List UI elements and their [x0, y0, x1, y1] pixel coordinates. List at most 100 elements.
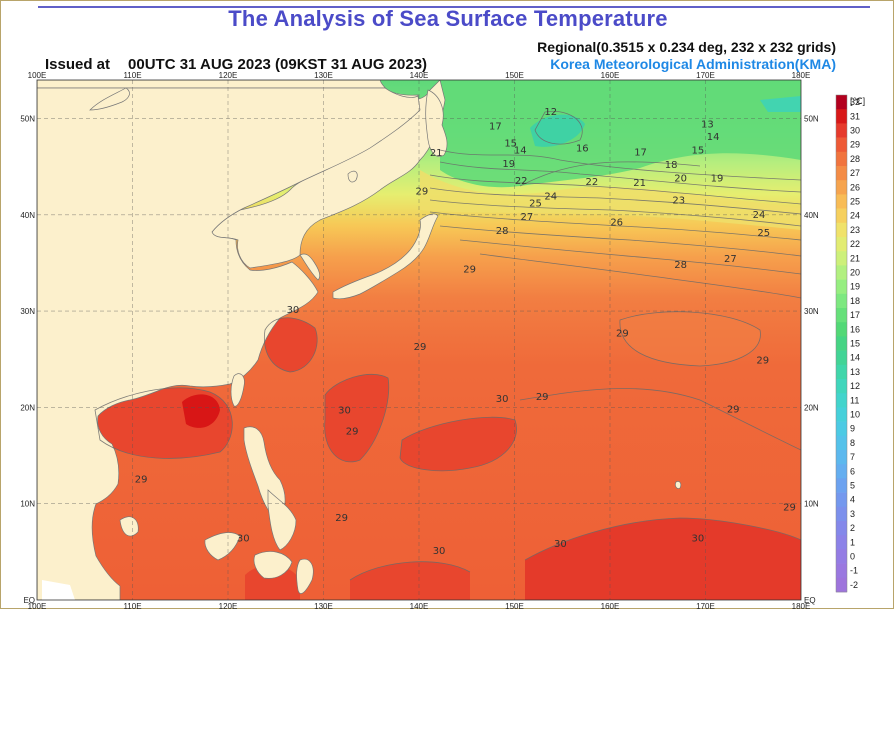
lat-label-left: 30N	[20, 307, 35, 316]
contour-label: 17	[489, 121, 502, 132]
legend-label: 13	[850, 367, 860, 377]
legend-swatch	[836, 435, 847, 451]
contour-label: 30	[433, 546, 446, 557]
cold-patch-east	[760, 96, 801, 112]
contour-label: 19	[502, 159, 515, 170]
legend-swatch	[836, 208, 847, 224]
legend-swatch	[836, 464, 847, 479]
legend-label: 18	[850, 296, 860, 306]
contour-label: 29	[783, 503, 796, 514]
lon-label-top: 160E	[601, 71, 620, 80]
contour-label: 27	[521, 212, 534, 223]
legend-swatch	[836, 308, 847, 323]
lon-label-bottom: 110E	[123, 602, 141, 609]
legend-swatch	[836, 251, 847, 266]
contour-label: 29	[756, 355, 769, 366]
legend-swatch	[836, 109, 847, 124]
legend-swatch	[836, 180, 847, 195]
cool-pocket	[619, 311, 761, 366]
page-title: The Analysis of Sea Surface Temperature	[228, 6, 668, 31]
legend-swatch	[836, 521, 847, 536]
lat-label-left: 40N	[20, 211, 35, 220]
lat-label-right: 20N	[804, 403, 819, 412]
contour-label: 23	[672, 195, 685, 206]
lon-label-top: 140E	[410, 71, 429, 80]
legend-swatch	[836, 350, 847, 366]
issued-line: Issued at 00UTC 31 AUG 2023 (09KST 31 AUG…	[45, 56, 445, 73]
legend-label: 7	[850, 452, 855, 462]
lon-labels-top: 100E 110E 120E 130E 140E 150E 160E 170E 180E	[28, 71, 811, 80]
legend-label: 6	[850, 466, 855, 476]
legend-label: 12	[850, 381, 860, 391]
contour-label: 29	[727, 404, 740, 415]
contour-label: 30	[287, 305, 300, 316]
lat-label-right: 30N	[804, 307, 819, 316]
lat-labels-right: EQ 10N 20N 30N 40N 50N	[804, 115, 819, 605]
contour-label: 29	[616, 328, 629, 339]
contour-label: 29	[335, 513, 348, 524]
contour-label: 14	[514, 145, 527, 156]
legend-swatch	[836, 137, 847, 153]
no-data-patch	[42, 580, 75, 600]
lon-label-top: 110E	[123, 71, 141, 80]
lat-label-right: 50N	[804, 115, 819, 124]
legend-swatch	[836, 364, 847, 380]
legend-swatch	[836, 293, 847, 309]
lat-label-right: 40N	[804, 211, 819, 220]
issued-time: 00UTC 31 AUG 2023 (09KST 31 AUG 2023)	[128, 56, 428, 73]
contour-label: 28	[496, 226, 509, 237]
legend-swatch	[836, 478, 847, 493]
legend-label: 3	[850, 509, 855, 519]
warm-patch	[400, 417, 517, 471]
lon-label-top: 120E	[219, 71, 238, 80]
contour-label: 12	[544, 107, 557, 118]
contour-label: 30	[237, 533, 250, 544]
legend-swatch	[836, 563, 847, 579]
isotherms	[94, 110, 801, 581]
legend-unit: [℃]	[850, 96, 865, 106]
legend-swatch	[836, 379, 847, 394]
lon-label-bottom: 150E	[505, 602, 524, 609]
legend-swatch	[836, 407, 847, 422]
legend-swatch	[836, 535, 847, 550]
warm-patch	[264, 317, 318, 372]
grid-resolution-text: Regional(0.3515 x 0.234 deg, 232 x 232 g…	[537, 39, 836, 55]
contour-label: 22	[515, 176, 528, 187]
lat-label-right: 10N	[804, 500, 819, 509]
legend-label: 22	[850, 239, 860, 249]
legend-label: 27	[850, 168, 860, 178]
contour-label: 29	[135, 475, 148, 486]
contour-label: 30	[338, 405, 351, 416]
lon-label-bottom: 130E	[314, 602, 333, 609]
lat-label-left: EQ	[23, 596, 35, 605]
legend-label: 21	[850, 253, 860, 263]
contour-label: 29	[415, 187, 428, 198]
contour-label: 25	[529, 198, 542, 209]
contour-label: 21	[430, 148, 443, 159]
contour-label: 29	[346, 427, 359, 438]
legend-label: 14	[850, 353, 860, 363]
legend-swatch	[836, 151, 847, 167]
lon-label-top: 130E	[314, 71, 333, 80]
legend-label: 31	[850, 111, 860, 121]
contour-label: 30	[554, 539, 567, 550]
contour-label: 21	[633, 178, 646, 189]
legend-label: 16	[850, 324, 860, 334]
legend-label: 1	[850, 537, 855, 547]
contour-label: 24	[544, 192, 557, 203]
contour-label: 14	[707, 132, 720, 143]
contour-label: 19	[711, 173, 724, 184]
contour-label: 18	[665, 160, 678, 171]
lon-label-top: 150E	[505, 71, 524, 80]
contour-label: 27	[724, 254, 737, 265]
legend-swatch	[836, 222, 847, 238]
lon-label-bottom: 140E	[410, 602, 429, 609]
legend-label: 10	[850, 410, 860, 420]
contour-label: 15	[691, 145, 704, 156]
lon-label-top: 100E	[28, 71, 47, 80]
legend-swatch	[836, 492, 847, 508]
lon-label-bottom: 100E	[28, 602, 47, 609]
